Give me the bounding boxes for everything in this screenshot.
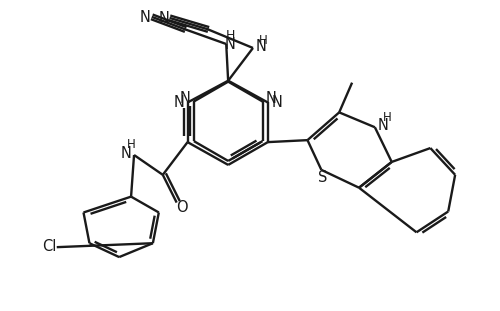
Text: N: N (140, 10, 150, 25)
Text: H: H (226, 29, 235, 42)
Text: N: N (378, 118, 388, 133)
Text: H: H (258, 34, 268, 47)
Text: N: N (120, 146, 131, 160)
Text: N: N (158, 11, 169, 26)
Text: Cl: Cl (42, 239, 56, 254)
Text: H: H (126, 137, 136, 151)
Text: O: O (176, 200, 188, 215)
Text: N: N (180, 91, 190, 106)
Text: N: N (272, 95, 282, 110)
Text: H: H (382, 111, 391, 124)
Text: S: S (318, 170, 327, 185)
Text: N: N (173, 95, 184, 110)
Text: N: N (266, 91, 277, 106)
Text: N: N (256, 39, 267, 54)
Text: N: N (224, 36, 235, 52)
